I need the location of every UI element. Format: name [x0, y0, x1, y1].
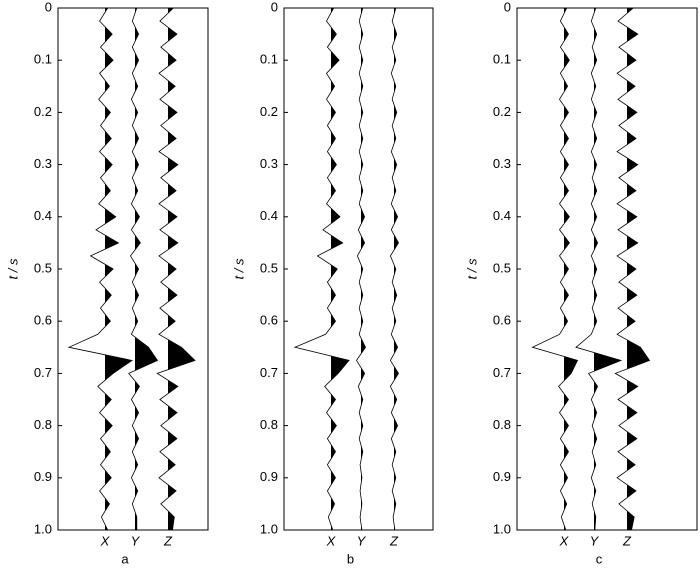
trace-label: X [559, 533, 570, 548]
y-tick-label: 0.8 [34, 417, 52, 432]
plot-frame [283, 7, 434, 531]
y-tick-label: 0.1 [260, 52, 278, 67]
trace-line [356, 7, 366, 531]
trace-label: Y [590, 533, 600, 548]
y-tick-label: 0.4 [260, 208, 278, 223]
trace-label: Y [357, 533, 367, 548]
y-tick-label: 0.1 [34, 52, 52, 67]
y-axis-title: t / s [231, 258, 246, 279]
y-tick-label: 1.0 [260, 521, 278, 536]
y-tick-label: 0 [271, 0, 278, 14]
y-tick-label: 0.5 [493, 260, 511, 275]
panel-label: b [347, 551, 354, 566]
y-axis-title: t / s [464, 258, 479, 279]
y-tick-label: 0.9 [493, 469, 511, 484]
y-tick-label: 0.3 [34, 156, 52, 171]
y-tick-label: 0.9 [34, 469, 52, 484]
y-tick-label: 0.2 [493, 104, 511, 119]
trace-line [67, 7, 133, 531]
plot-frame [516, 7, 698, 531]
y-tick-label: 0.6 [493, 313, 511, 328]
y-tick-label: 0.3 [493, 156, 511, 171]
trace-line [531, 7, 579, 531]
trace-line [293, 7, 350, 531]
trace-label: Z [622, 533, 632, 548]
y-tick-label: 0.7 [493, 365, 511, 380]
y-tick-label: 0.6 [260, 313, 278, 328]
trace-fill [331, 8, 349, 530]
trace-line [389, 7, 399, 531]
y-tick-label: 0.2 [260, 104, 278, 119]
trace-label: X [326, 533, 337, 548]
trace-label: Y [131, 533, 141, 548]
y-tick-label: 0.5 [34, 260, 52, 275]
y-tick-label: 0 [504, 0, 511, 14]
trace-fill [394, 8, 399, 530]
trace-fill [105, 8, 132, 530]
trace-line [156, 7, 196, 531]
y-axis-title: t / s [5, 258, 20, 279]
y-tick-label: 0.6 [34, 313, 52, 328]
y-tick-label: 1.0 [34, 521, 52, 536]
y-tick-label: 0.1 [493, 52, 511, 67]
y-tick-label: 0.3 [260, 156, 278, 171]
y-tick-label: 0.4 [493, 208, 511, 223]
trace-fill [627, 8, 650, 530]
y-tick-label: 0.7 [260, 365, 278, 380]
panel-label: a [121, 551, 129, 566]
trace-fill [564, 8, 578, 530]
trace-label: Z [163, 533, 173, 548]
trace-fill [361, 8, 366, 530]
y-tick-label: 0.5 [260, 260, 278, 275]
trace-label: Z [389, 533, 399, 548]
trace-line [575, 7, 623, 531]
y-tick-label: 0 [45, 0, 52, 14]
y-tick-label: 0.2 [34, 104, 52, 119]
y-tick-label: 0.8 [493, 417, 511, 432]
trace-label: X [100, 533, 111, 548]
trace-fill [168, 8, 195, 530]
y-tick-label: 0.7 [34, 365, 52, 380]
plot-frame [57, 7, 209, 531]
panel-label: c [596, 551, 603, 566]
trace-line [614, 7, 651, 531]
trace-fill [594, 8, 621, 530]
trace-line [128, 7, 159, 530]
y-tick-label: 1.0 [493, 521, 511, 536]
y-tick-label: 0.4 [34, 208, 52, 223]
y-tick-label: 0.9 [260, 469, 278, 484]
y-tick-label: 0.8 [260, 417, 278, 432]
trace-fill [135, 8, 158, 530]
